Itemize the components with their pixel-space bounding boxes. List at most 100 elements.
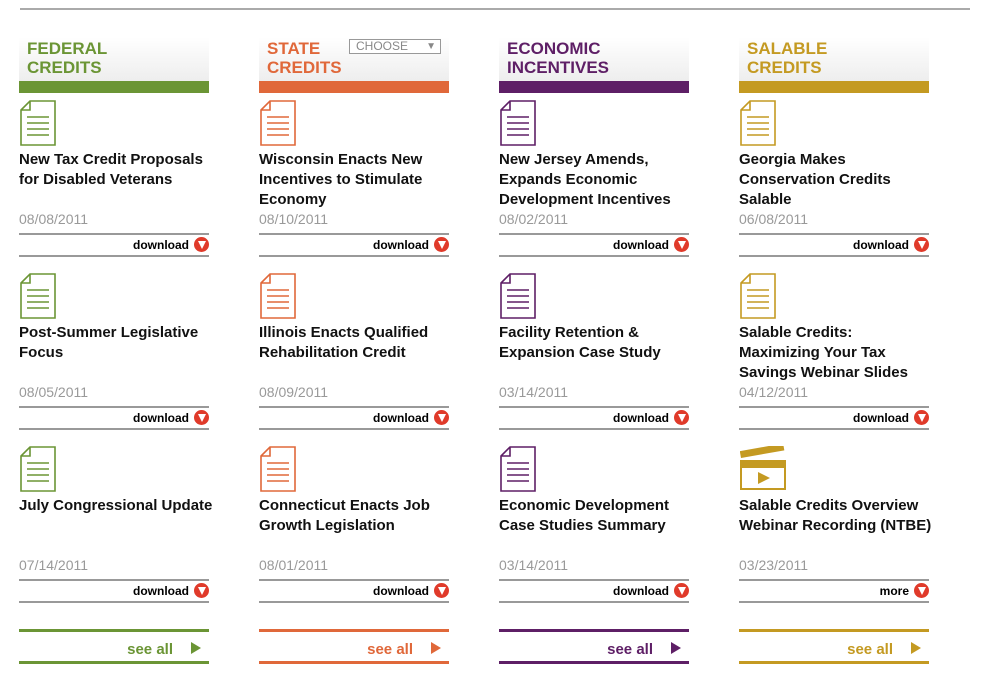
item-title[interactable]: July Congressional Update xyxy=(19,497,213,514)
see-all-label: see all xyxy=(607,641,653,658)
download-link[interactable]: download xyxy=(739,233,929,257)
item-title[interactable]: Connecticut Enacts Job Growth Legislatio… xyxy=(259,497,430,534)
color-bar xyxy=(499,81,689,93)
column-federal: FEDERAL CREDITS New Tax Credit Proposals … xyxy=(19,37,212,677)
item-date: 08/02/2011 xyxy=(499,211,569,227)
download-label: download xyxy=(373,411,429,425)
document-icon xyxy=(20,273,56,319)
document-icon xyxy=(500,100,536,146)
list-item: New Tax Credit Proposals for Disabled Ve… xyxy=(19,100,209,260)
more-label: more xyxy=(879,584,909,598)
document-icon xyxy=(500,273,536,319)
download-label: download xyxy=(133,411,189,425)
item-date: 08/05/2011 xyxy=(19,384,89,400)
item-title[interactable]: Facility Retention & Expansion Case Stud… xyxy=(499,324,661,361)
column-title-line: ECONOMIC xyxy=(507,39,601,58)
item-date: 08/09/2011 xyxy=(259,384,329,400)
download-link[interactable]: download xyxy=(499,406,689,430)
item-title[interactable]: Georgia Makes Conservation Credits Salab… xyxy=(739,151,891,208)
list-item: Facility Retention & Expansion Case Stud… xyxy=(499,273,689,433)
download-label: download xyxy=(613,411,669,425)
column-title: STATE CREDITS xyxy=(267,39,342,77)
item-title[interactable]: Salable Credits Overview Webinar Recordi… xyxy=(739,497,932,534)
column-header: STATE CREDITS CHOOSE ▼ xyxy=(259,37,449,93)
item-title[interactable]: Economic Development Case Studies Summar… xyxy=(499,497,670,534)
download-arrow-icon xyxy=(194,583,209,599)
column-title: ECONOMIC INCENTIVES xyxy=(507,39,609,77)
list-item: Wisconsin Enacts New Incentives to Stimu… xyxy=(259,100,449,260)
item-date: 08/01/2011 xyxy=(259,557,329,573)
see-all-link[interactable]: see all xyxy=(259,629,449,664)
see-all-link[interactable]: see all xyxy=(499,629,689,664)
item-title[interactable]: Wisconsin Enacts New Incentives to Stimu… xyxy=(259,151,423,208)
see-all-link[interactable]: see all xyxy=(19,629,209,664)
item-title[interactable]: New Tax Credit Proposals for Disabled Ve… xyxy=(19,151,203,188)
download-arrow-icon xyxy=(194,410,209,426)
list-item: Salable Credits: Maximizing Your Tax Sav… xyxy=(739,273,929,433)
column-title: SALABLE CREDITS xyxy=(747,39,827,77)
download-label: download xyxy=(133,238,189,252)
download-arrow-icon xyxy=(434,410,449,426)
column-header: SALABLE CREDITS xyxy=(739,37,929,93)
column-title-line: CREDITS xyxy=(267,58,342,77)
download-link[interactable]: download xyxy=(259,579,449,603)
column-title-line: CREDITS xyxy=(27,58,102,77)
item-date: 03/23/2011 xyxy=(739,557,809,573)
arrow-right-icon xyxy=(431,642,441,654)
item-date: 03/14/2011 xyxy=(499,557,569,573)
download-link[interactable]: download xyxy=(259,406,449,430)
document-icon xyxy=(260,446,296,492)
download-arrow-icon xyxy=(194,237,209,253)
download-link[interactable]: download xyxy=(19,579,209,603)
download-link[interactable]: download xyxy=(739,406,929,430)
list-item: Illinois Enacts Qualified Rehabilitation… xyxy=(259,273,449,433)
list-item: Economic Development Case Studies Summar… xyxy=(499,446,689,606)
dropdown-arrow-icon: ▼ xyxy=(426,41,436,52)
download-arrow-icon xyxy=(674,237,689,253)
document-icon xyxy=(260,100,296,146)
column-title-line: STATE xyxy=(267,39,321,58)
list-item: New Jersey Amends, Expands Economic Deve… xyxy=(499,100,689,260)
document-icon xyxy=(500,446,536,492)
download-arrow-icon xyxy=(434,583,449,599)
download-arrow-icon xyxy=(914,237,929,253)
download-link[interactable]: download xyxy=(499,233,689,257)
arrow-right-icon xyxy=(911,642,921,654)
download-link[interactable]: download xyxy=(19,406,209,430)
download-arrow-icon xyxy=(674,583,689,599)
see-all-label: see all xyxy=(367,641,413,658)
see-all-link[interactable]: see all xyxy=(739,629,929,664)
download-label: download xyxy=(373,238,429,252)
download-label: download xyxy=(853,411,909,425)
top-divider xyxy=(20,8,970,10)
item-title[interactable]: Salable Credits: Maximizing Your Tax Sav… xyxy=(739,324,908,381)
see-all-label: see all xyxy=(847,641,893,658)
item-date: 04/12/2011 xyxy=(739,384,809,400)
column-title-line: SALABLE xyxy=(747,39,828,58)
column-header: ECONOMIC INCENTIVES xyxy=(499,37,689,93)
column-state: STATE CREDITS CHOOSE ▼ Wisconsin Enacts New… xyxy=(259,37,449,677)
item-title[interactable]: Post-Summer Legislative Focus xyxy=(19,324,199,361)
download-link[interactable]: download xyxy=(499,579,689,603)
arrow-right-icon xyxy=(191,642,201,654)
item-date: 06/08/2011 xyxy=(739,211,809,227)
more-link[interactable]: more xyxy=(739,579,929,603)
download-link[interactable]: download xyxy=(259,233,449,257)
column-title-line: CREDITS xyxy=(747,58,822,77)
list-item: Georgia Makes Conservation Credits Salab… xyxy=(739,100,929,260)
color-bar xyxy=(259,81,449,93)
column-title-line: FEDERAL xyxy=(27,39,108,58)
download-arrow-icon xyxy=(914,410,929,426)
document-icon xyxy=(740,273,776,319)
list-item: Salable Credits Overview Webinar Recordi… xyxy=(739,443,931,606)
item-date: 03/14/2011 xyxy=(499,384,569,400)
document-icon xyxy=(20,100,56,146)
item-title[interactable]: New Jersey Amends, Expands Economic Deve… xyxy=(499,151,671,208)
download-label: download xyxy=(613,238,669,252)
download-label: download xyxy=(613,584,669,598)
item-title[interactable]: Illinois Enacts Qualified Rehabilitation… xyxy=(259,324,429,361)
dropdown-label: CHOOSE xyxy=(356,39,409,53)
list-item: Post-Summer Legislative Focus 08/05/2011… xyxy=(19,273,209,433)
state-choose-dropdown[interactable]: CHOOSE ▼ xyxy=(349,39,441,54)
download-link[interactable]: download xyxy=(19,233,209,257)
